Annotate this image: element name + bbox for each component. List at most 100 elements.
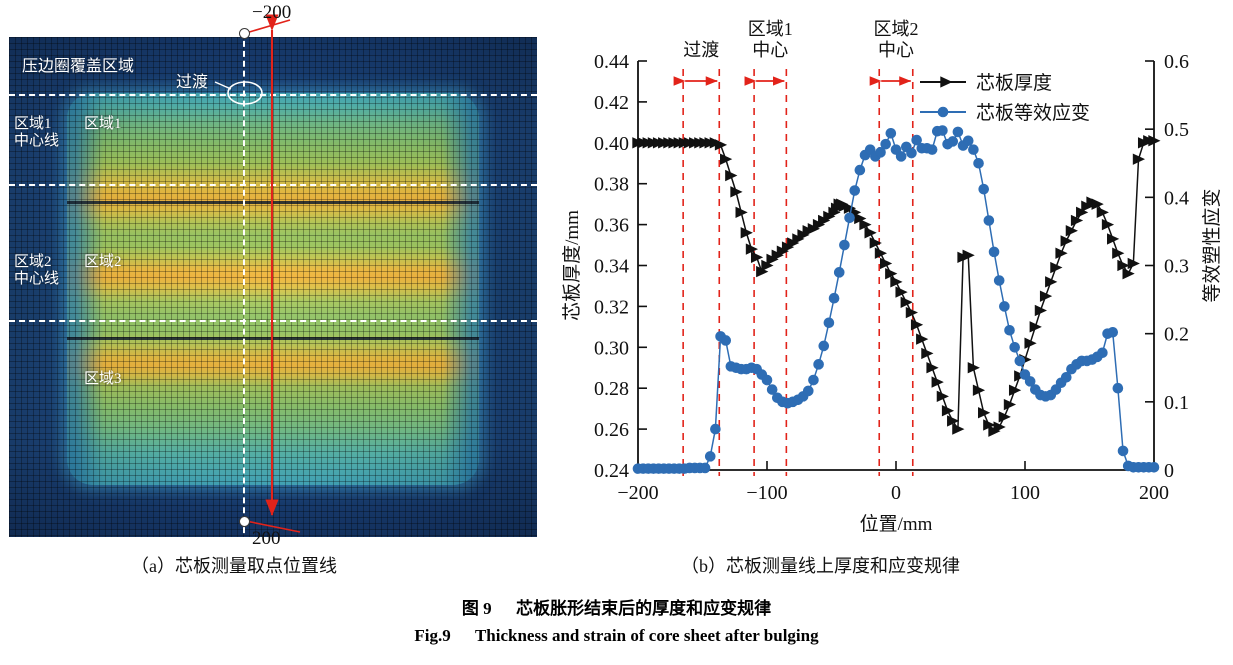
series-line-thickness — [638, 140, 1154, 433]
data-point-marker — [993, 275, 1005, 286]
region-marker-label: 区域2 — [874, 19, 919, 39]
panel-a-contour: 压边圈覆盖区域 过渡 区域1 中心线 区域2 中心线 区域1 区域2 区域3 −… — [0, 0, 560, 600]
data-point-marker — [993, 421, 1006, 433]
data-point-marker — [1009, 341, 1020, 353]
data-point-marker — [926, 362, 939, 374]
data-point-marker — [926, 144, 938, 155]
data-point-marker — [802, 385, 814, 397]
data-point-marker — [761, 374, 773, 386]
figure-caption-en-text: Thickness and strain of core sheet after… — [474, 626, 819, 645]
data-point-marker — [910, 319, 924, 331]
coordinate-label-bottom: 200 — [252, 528, 281, 549]
y-tick-label-left: 0.36 — [594, 215, 629, 237]
data-point-marker — [745, 243, 759, 255]
data-point-marker — [1117, 445, 1129, 457]
data-point-marker — [895, 286, 908, 298]
legend-label-0: 芯板厚度 — [976, 72, 1052, 94]
data-point-marker — [704, 451, 716, 462]
data-point-marker — [864, 227, 877, 239]
data-point-marker — [839, 239, 850, 251]
data-point-marker — [720, 153, 733, 165]
data-point-marker — [879, 257, 893, 270]
data-point-marker — [735, 206, 748, 219]
data-point-marker — [1112, 247, 1125, 259]
data-point-marker — [1117, 259, 1130, 272]
y-tick-label-right: 0.5 — [1164, 119, 1189, 141]
data-point-marker — [916, 333, 929, 345]
data-point-marker — [900, 296, 913, 308]
data-point-marker — [1070, 214, 1084, 227]
data-point-marker — [699, 462, 711, 474]
y-axis-title-right: 等效塑性应变 — [1201, 188, 1223, 302]
data-point-marker — [1127, 257, 1140, 270]
data-point-marker — [1003, 398, 1017, 411]
data-point-marker — [828, 292, 840, 304]
data-point-marker — [978, 183, 990, 195]
data-point-marker — [730, 186, 743, 198]
data-point-marker — [869, 237, 882, 249]
coordinate-label-top: −200 — [252, 2, 292, 23]
data-point-marker — [844, 212, 855, 224]
label-zone1: 区域1 — [84, 116, 122, 132]
data-point-marker — [952, 126, 964, 138]
y-tick-label-right: 0.4 — [1164, 187, 1189, 209]
x-tick-label: 100 — [1010, 482, 1040, 504]
label-blank-holder-area: 压边圈覆盖区域 — [22, 58, 135, 75]
data-point-marker — [890, 276, 903, 288]
figure-caption-cn-label: 图 9 — [461, 599, 492, 618]
legend-label-1: 芯板等效应变 — [976, 102, 1090, 124]
data-point-marker — [808, 374, 819, 386]
data-point-marker — [720, 335, 732, 346]
data-point-marker — [714, 139, 728, 151]
data-point-marker — [988, 246, 1000, 258]
y-tick-label-right: 0.1 — [1164, 392, 1189, 414]
y-tick-label-left: 0.40 — [594, 133, 629, 155]
region-marker-label: 区域1 — [748, 19, 793, 39]
data-point-marker — [1148, 461, 1160, 473]
data-point-marker — [967, 362, 980, 374]
data-point-marker — [940, 76, 953, 88]
data-point-marker — [962, 135, 974, 147]
data-point-marker — [1091, 198, 1104, 210]
data-point-marker — [895, 151, 907, 162]
figure-caption-en: Fig.9 Thickness and strain of core sheet… — [0, 626, 1233, 646]
transition-leader-line — [214, 81, 232, 90]
data-point-marker — [1008, 384, 1022, 396]
label-transition: 过渡 — [176, 74, 209, 91]
data-point-marker — [1096, 206, 1109, 219]
data-point-marker — [1004, 324, 1015, 336]
chart-plot: 0.240.260.280.300.320.340.360.380.400.42… — [561, 19, 1223, 535]
y-tick-label-left: 0.24 — [594, 460, 629, 482]
data-point-marker — [1065, 225, 1078, 237]
data-point-marker — [1029, 321, 1042, 333]
x-axis-title: 位置/mm — [860, 513, 933, 535]
y-axis-title-left: 芯板厚度/mm — [561, 210, 583, 321]
data-point-marker — [947, 136, 959, 147]
data-point-marker — [880, 138, 891, 150]
data-point-marker — [1122, 268, 1135, 280]
data-point-marker — [936, 390, 949, 403]
data-point-marker — [885, 268, 898, 280]
data-point-marker — [937, 106, 949, 118]
data-point-marker — [952, 423, 965, 435]
region-marker-label: 中心 — [878, 40, 914, 60]
y-tick-label-left: 0.42 — [594, 92, 629, 114]
panel-b-chart: 0.24 0.26 0.28 0.30 0.32 0.34 0.36 0.38 0.40 0.42… — [560, 0, 1233, 600]
data-point-marker — [1039, 290, 1053, 302]
label-zone3: 区域3 — [84, 371, 122, 387]
data-point-marker — [818, 340, 830, 352]
data-point-marker — [1050, 261, 1063, 274]
data-point-marker — [999, 301, 1010, 312]
data-point-marker — [911, 134, 922, 146]
data-point-marker — [875, 147, 886, 158]
measurement-line — [243, 31, 245, 543]
label-zone2: 区域2 — [84, 254, 122, 270]
measurement-endpoint-bottom — [239, 516, 250, 527]
x-tick-label: 0 — [891, 482, 901, 504]
y-tick-label-right: 0.6 — [1164, 51, 1189, 73]
data-point-marker — [1045, 276, 1058, 288]
data-point-marker — [1034, 304, 1047, 317]
data-point-marker — [905, 306, 918, 319]
y-tick-label-right: 0 — [1164, 460, 1174, 482]
